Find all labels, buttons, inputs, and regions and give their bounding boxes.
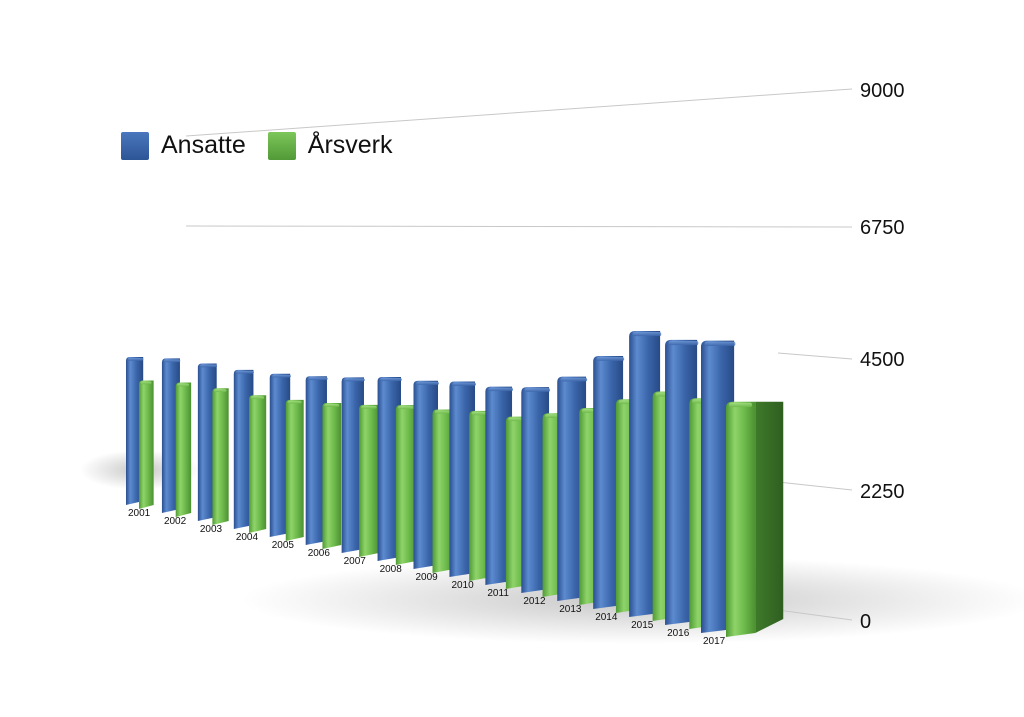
x-tick-label: 2003 (200, 524, 223, 535)
bars (126, 330, 784, 637)
x-tick-label: 2010 (451, 580, 474, 591)
x-tick-label: 2017 (703, 636, 726, 647)
bar-top-arsverk-2009 (434, 410, 452, 414)
legend-label-arsverk: Årsverk (307, 131, 393, 159)
legend-swatch-arsverk (267, 131, 296, 160)
bar-top-arsverk-2007 (361, 405, 377, 409)
legend-swatch-ansatte (121, 131, 149, 160)
legend-item-ansatte: Ansatte (121, 131, 246, 160)
bar-top-arsverk-2005 (287, 400, 302, 404)
bar-top-ansatte-2002 (163, 359, 181, 363)
bar-top-ansatte-2017 (704, 341, 736, 346)
bar-ansatte-2002 (161, 358, 180, 513)
x-tick-label: 2009 (416, 572, 439, 583)
bar-side-arsverk-2017 (755, 401, 784, 633)
bar-ansatte-2008 (377, 376, 401, 561)
bar-ansatte-2016 (665, 339, 698, 625)
bar-top-ansatte-2016 (668, 340, 699, 346)
bar-top-arsverk-2017 (729, 402, 753, 408)
bar-top-ansatte-2012 (524, 388, 551, 392)
bar-arsverk-2006 (322, 403, 342, 549)
bar-arsverk-2003 (212, 388, 229, 525)
bar-top-ansatte-2003 (199, 364, 218, 368)
bar-top-ansatte-2008 (380, 377, 402, 382)
x-tick-label: 2001 (128, 508, 151, 519)
x-tick-label: 2002 (164, 516, 187, 527)
bar-top-arsverk-2006 (324, 404, 340, 407)
y-tick-label: 9000 (860, 80, 905, 102)
x-tick-label: 2007 (344, 556, 367, 567)
x-tick-label: 2014 (595, 612, 618, 623)
x-tick-label: 2015 (631, 620, 654, 631)
bar-top-arsverk-2004 (250, 396, 265, 400)
y-tick-label: 4500 (860, 349, 905, 371)
x-tick-label: 2005 (272, 540, 295, 551)
bar-top-arsverk-2002 (177, 383, 190, 387)
legend-item-arsverk: Årsverk (267, 131, 393, 160)
bar-top-ansatte-2009 (416, 381, 439, 385)
bar-top-arsverk-2008 (397, 406, 415, 410)
legend: Ansatte Årsverk (121, 131, 415, 160)
y-tick-label: 0 (860, 611, 871, 633)
bar-ansatte-2005 (269, 373, 291, 537)
bar-top-ansatte-2010 (452, 382, 476, 386)
bar-top-ansatte-2005 (272, 374, 291, 378)
x-tick-label: 2011 (487, 588, 509, 599)
bar-arsverk-2007 (359, 404, 379, 557)
bar-top-arsverk-2003 (214, 389, 227, 393)
bar-arsverk-2008 (395, 405, 417, 565)
gridline-4500 (777, 352, 853, 360)
bar-ansatte-2014 (593, 355, 624, 609)
bar-arsverk-2001 (139, 380, 154, 509)
bar-ansatte-2001 (126, 356, 144, 505)
bar-top-ansatte-2007 (344, 378, 365, 382)
bar-ansatte-2013 (557, 376, 587, 601)
bar-top-arsverk-2001 (140, 381, 152, 385)
bar-arsverk-2009 (432, 409, 455, 573)
gridline-2250 (777, 481, 853, 491)
bar-arsverk-2002 (175, 382, 192, 517)
bar-arsverk-2005 (285, 399, 304, 541)
labels: 0 2250 4500 6750 9000 2001 2002 2003 2004 2005 200… (128, 80, 905, 647)
gridlines (185, 88, 853, 621)
bar-ansatte-2006 (305, 376, 327, 545)
bar-ansatte-2015 (629, 330, 661, 617)
bar-top-ansatte-2001 (127, 357, 144, 361)
gridline-0 (777, 609, 853, 621)
y-tick-label: 6750 (860, 217, 905, 239)
bar-top-ansatte-2006 (308, 377, 328, 381)
bar-top-ansatte-2015 (632, 331, 662, 337)
bar-ansatte-2010 (449, 381, 476, 577)
gridline-9000 (185, 88, 853, 137)
legend-label-ansatte: Ansatte (161, 131, 246, 159)
bar-ansatte-2003 (197, 363, 217, 521)
x-tick-label: 2013 (559, 604, 582, 615)
bar-ansatte-2012 (521, 387, 550, 593)
bar-ansatte-2009 (413, 380, 439, 569)
bar-ansatte-2004 (233, 369, 254, 529)
bar-top-ansatte-2004 (235, 370, 255, 374)
bar-top-arsverk-2010 (471, 411, 490, 416)
bar-top-ansatte-2011 (488, 387, 514, 392)
y-tick-label: 2250 (860, 481, 905, 503)
x-tick-label: 2008 (380, 564, 403, 575)
bar-arsverk-2017 (726, 401, 756, 637)
bar-ansatte-2007 (341, 377, 364, 553)
bar-top-ansatte-2014 (596, 356, 625, 361)
x-tick-label: 2004 (236, 532, 259, 543)
bar-arsverk-2004 (249, 395, 267, 533)
bar-top-ansatte-2013 (560, 377, 588, 382)
x-tick-label: 2012 (523, 596, 546, 607)
bar-ansatte-2011 (485, 386, 513, 585)
x-tick-label: 2016 (667, 628, 690, 639)
x-tick-label: 2006 (308, 548, 331, 559)
gridline-6750 (185, 225, 853, 228)
bar-ansatte-2017 (701, 340, 735, 633)
